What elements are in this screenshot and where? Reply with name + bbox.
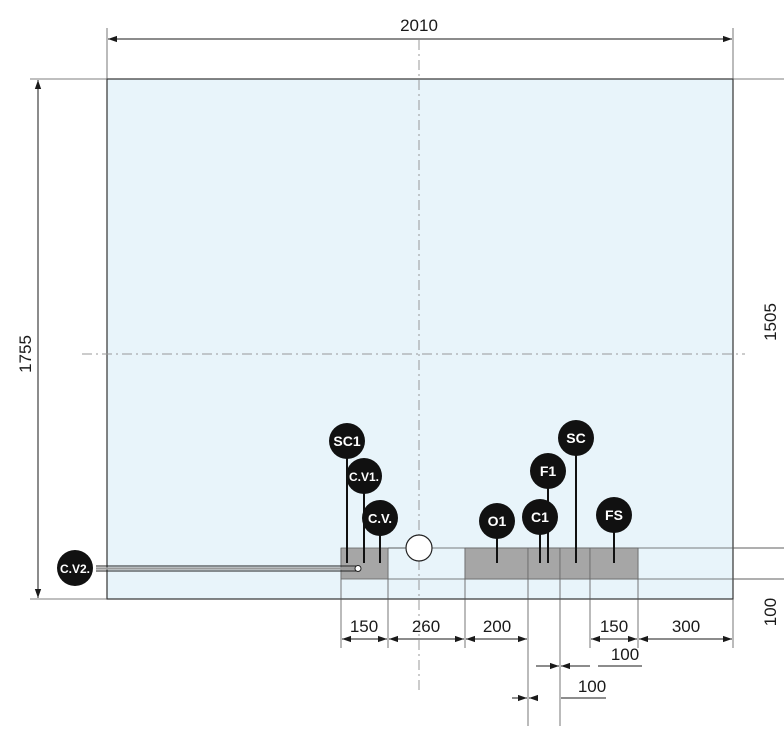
tag-o1: O1 <box>479 503 515 539</box>
drain-circle <box>405 534 433 562</box>
cv2-pipe <box>96 565 362 572</box>
room-area <box>106 78 734 600</box>
svg-text:C.V2.: C.V2. <box>60 562 90 576</box>
bottom-dim-5: 300 <box>672 617 700 636</box>
lower-offset-2: 100 <box>578 677 606 696</box>
tag-cv1: C.V1. <box>346 458 382 494</box>
svg-text:FS: FS <box>605 507 623 523</box>
bottom-dim-3: 200 <box>483 617 511 636</box>
svg-text:F1: F1 <box>540 463 557 479</box>
edge-offset-label: 100 <box>761 598 780 626</box>
svg-text:C.V.: C.V. <box>368 511 392 526</box>
tag-fs: FS <box>596 497 632 533</box>
svg-text:SC: SC <box>566 430 585 446</box>
svg-text:C1: C1 <box>531 509 549 525</box>
width-dimension-label: 2010 <box>400 16 438 35</box>
svg-text:C.V1.: C.V1. <box>349 470 379 484</box>
right-fixture-block-c1 <box>527 547 561 580</box>
tag-f1: F1 <box>530 453 566 489</box>
tag-cv: C.V. <box>362 500 398 536</box>
svg-text:SC1: SC1 <box>333 433 360 449</box>
tag-cv2: C.V2. <box>57 550 93 586</box>
tag-sc1: SC1 <box>329 423 365 459</box>
bottom-dim-2: 260 <box>412 617 440 636</box>
tag-c1: C1 <box>522 499 558 535</box>
bottom-dim-4: 150 <box>600 617 628 636</box>
height-dimension-label: 1755 <box>16 335 35 373</box>
tag-sc: SC <box>558 420 594 456</box>
lower-offset-1: 100 <box>611 645 639 664</box>
bottom-dim-1: 150 <box>350 617 378 636</box>
lower-offset-dimensions <box>512 662 642 702</box>
axis-height-label: 1505 <box>761 303 780 341</box>
svg-text:O1: O1 <box>488 513 507 529</box>
